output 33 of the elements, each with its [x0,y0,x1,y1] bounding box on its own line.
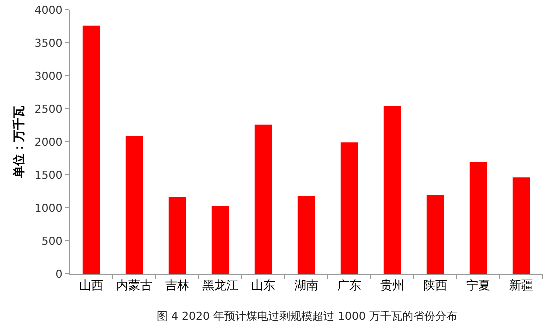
bar [512,178,530,274]
x-tick-label: 广东 [338,278,362,292]
x-tick-label: 山西 [80,278,104,292]
x-tick-label: 黑龙江 [202,278,238,292]
x-tick-label: 内蒙古 [116,278,152,292]
bar [340,142,358,274]
x-tick-label: 山东 [252,278,276,292]
y-tick-label: 0 [56,268,63,281]
bar [212,206,230,274]
bar [254,124,272,274]
x-tick-label: 湖南 [294,278,318,292]
y-tick-label: 2000 [34,136,63,149]
x-tick-label: 陕西 [424,278,448,292]
y-tick-label: 2500 [34,102,63,116]
y-tick-label: 1500 [34,168,63,182]
bar [168,197,186,274]
bar [384,106,402,274]
y-axis-title: 单位：万千瓦 [12,106,26,179]
bar [126,136,144,274]
y-tick-label: 4000 [34,4,63,17]
bar [470,162,488,274]
x-tick-label: 贵州 [380,278,404,292]
bar [426,195,444,274]
bar [82,26,100,274]
bar [298,196,316,274]
y-tick-label: 3500 [34,36,63,50]
y-tick-label: 500 [42,234,63,248]
x-tick-label: 新疆 [510,278,534,292]
caption: 图 4 2020 年预计煤电过剩规模超过 1000 万千瓦的省份分布 [157,310,458,323]
x-tick-label: 吉林 [166,278,190,292]
y-tick-label: 3000 [34,70,63,83]
x-tick-label: 宁夏 [466,278,490,292]
y-tick-label: 1000 [34,202,63,215]
